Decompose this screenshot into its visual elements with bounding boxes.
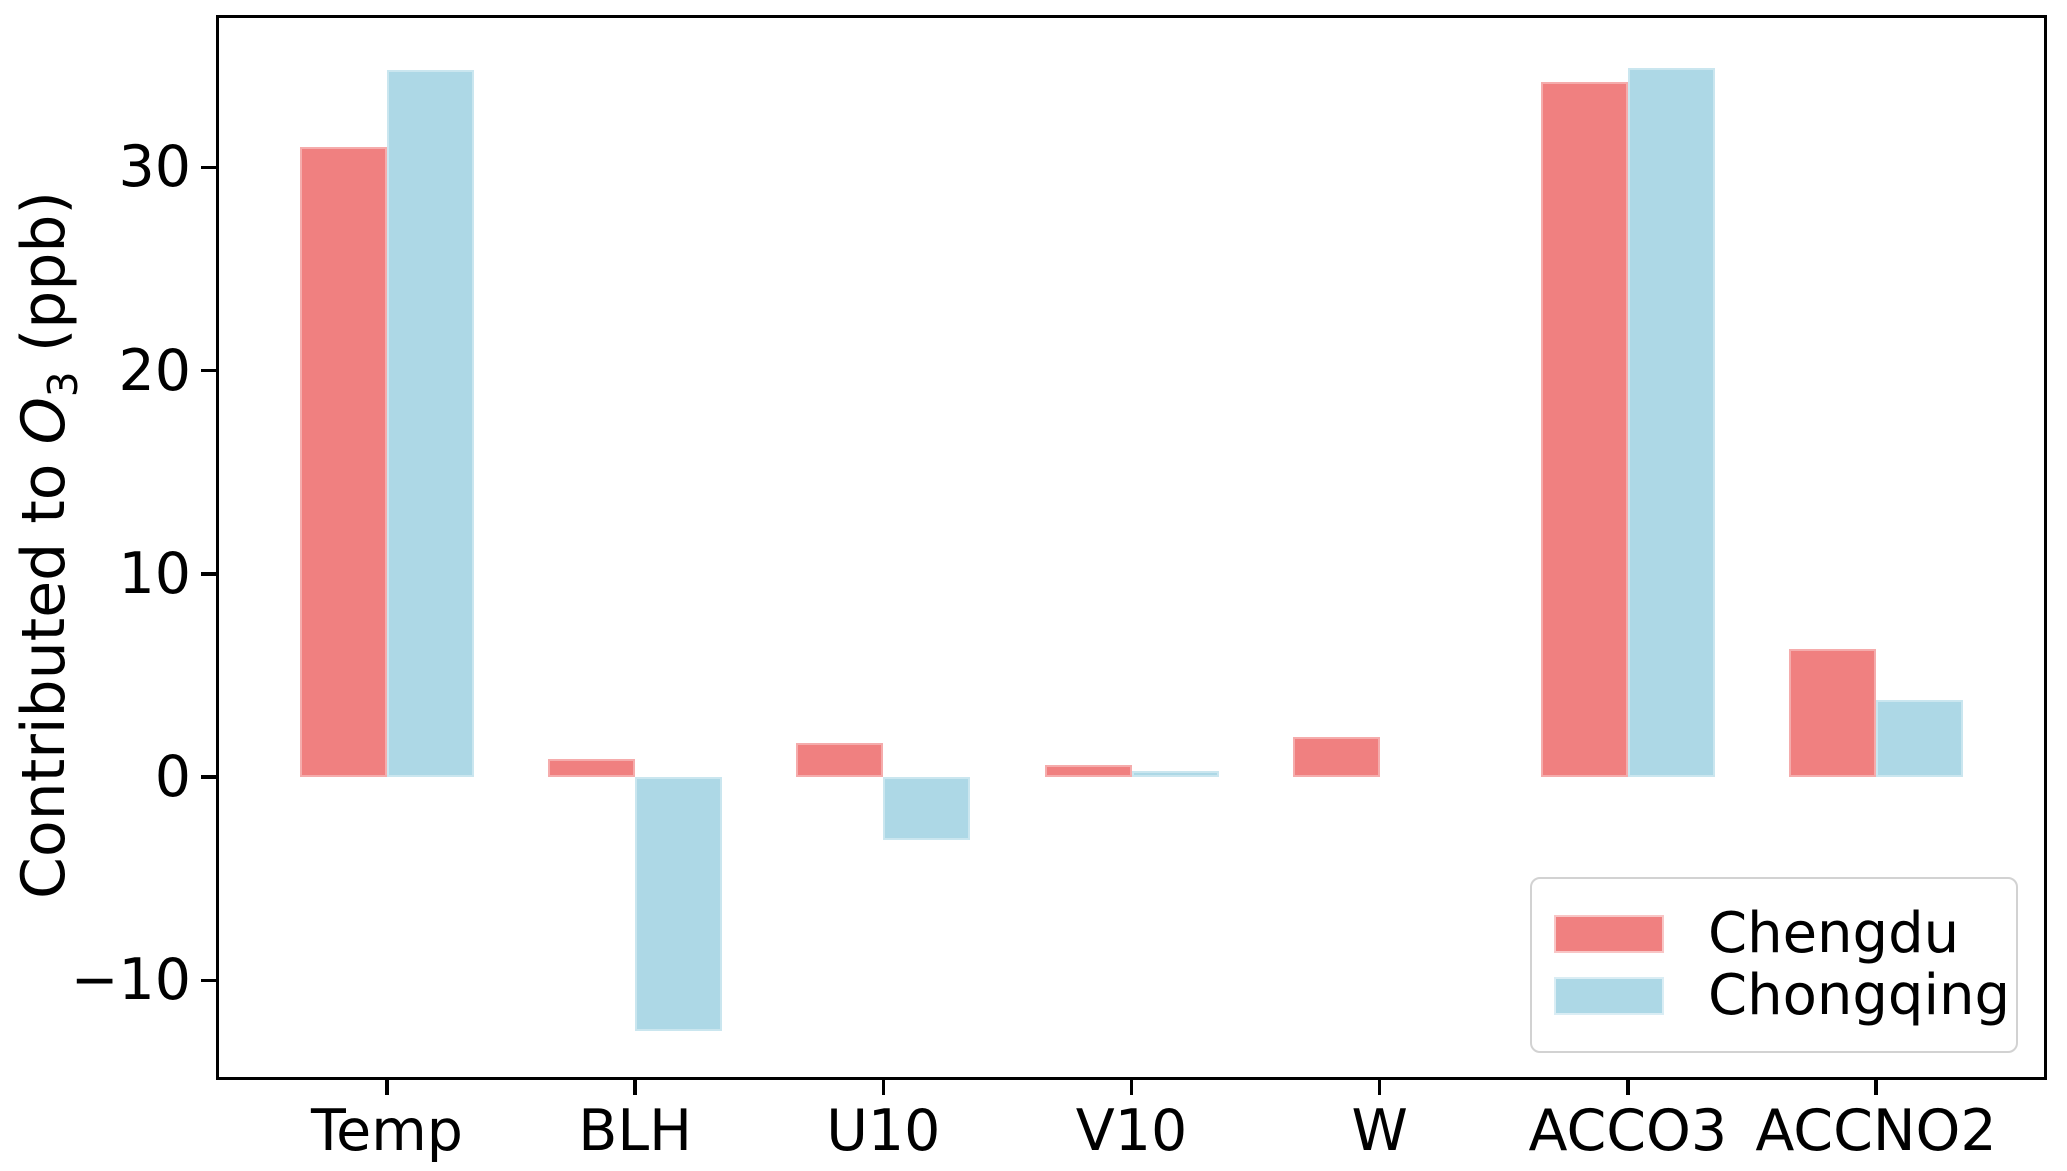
x-tick-label-blh: BLH [578,1098,693,1164]
ozone-symbol: O [9,397,79,445]
legend-swatch-chengdu [1554,915,1664,953]
y-tick-mark [201,978,216,983]
bar-chengdu-blh [548,758,636,778]
x-tick-label-v10: V10 [1075,1098,1188,1164]
x-tick-mark [1129,1080,1134,1095]
legend-swatch-chongqing [1554,977,1664,1015]
bar-chongqing-acco3 [1627,67,1715,778]
x-tick-mark [881,1080,886,1095]
x-tick-mark [1626,1080,1630,1095]
legend-label: Chongqing [1708,963,2011,1028]
legend: Chengdu Chongqing [1530,877,2018,1053]
bar-chongqing-u10 [883,777,971,841]
y-tick-label: 0 [154,744,191,811]
bar-chengdu-u10 [796,742,884,778]
bar-chengdu-temp [300,147,387,778]
bar-chongqing-v10 [1131,771,1219,778]
bar-chengdu-acco3 [1540,82,1628,778]
x-tick-label-u10: U10 [826,1098,941,1164]
x-tick-label-accno2: ACCNO2 [1755,1098,1997,1164]
y-tick-label: 20 [118,337,191,404]
legend-item-chengdu: Chengdu [1532,906,2016,962]
y-tick-mark [201,368,216,373]
x-tick-label-w: W [1351,1098,1408,1164]
legend-label: Chengdu [1708,901,1960,966]
bar-chongqing-temp [387,69,474,778]
bar-chongqing-accno2 [1876,699,1963,778]
bar-chongqing-blh [635,777,723,1032]
y-tick-label: 30 [118,134,191,201]
bar-chengdu-w [1292,736,1380,778]
y-tick-mark [201,572,216,576]
bar-chengdu-v10 [1044,764,1132,778]
x-tick-mark [385,1080,389,1095]
x-tick-mark [1377,1080,1382,1095]
legend-item-chongqing: Chongqing [1532,968,2016,1024]
y-tick-label: 10 [118,540,191,607]
x-tick-label-temp: Temp [311,1098,463,1164]
y-tick-mark [201,775,216,779]
x-tick-mark [1874,1080,1878,1095]
y-axis-label-text: Contributed to [9,444,79,899]
x-tick-mark [633,1080,637,1095]
x-tick-label-acco3: ACCO3 [1528,1098,1728,1164]
bar-chengdu-accno2 [1789,649,1876,778]
y-tick-label: −10 [70,947,191,1014]
y-tick-mark [201,165,216,170]
